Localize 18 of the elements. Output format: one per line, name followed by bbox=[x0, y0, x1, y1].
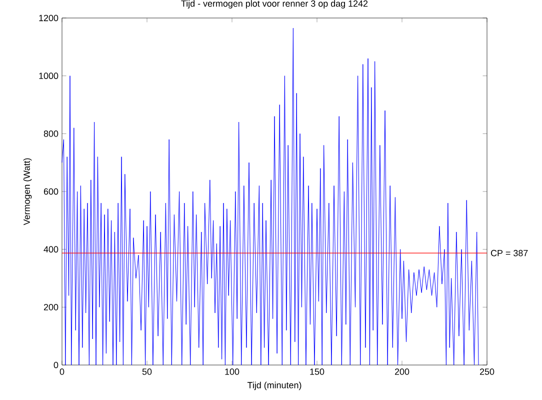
y-tick-label: 0 bbox=[54, 362, 58, 368]
x-tick-label: 150 bbox=[310, 368, 324, 375]
y-axis-title: Vermogen (Watt) bbox=[23, 158, 32, 226]
y-tick-label: 600 bbox=[44, 188, 58, 195]
x-tick-label: 0 bbox=[60, 368, 64, 375]
x-tick-label: 50 bbox=[142, 368, 152, 375]
y-tick-label: 1000 bbox=[39, 72, 58, 80]
y-tick-label: 400 bbox=[44, 246, 58, 253]
y-tick-label: 1200 bbox=[39, 14, 58, 22]
line-series bbox=[62, 28, 479, 366]
x-tick-label: 200 bbox=[394, 368, 410, 375]
x-tick-label: 250 bbox=[480, 368, 494, 375]
ref-line-label: CP = 387 bbox=[490, 250, 528, 256]
y-tick-label: 800 bbox=[44, 130, 58, 137]
chart-title: Tijd - vermogen plot voor renner 3 op dag 1242 bbox=[181, 0, 368, 8]
x-tick-label: 100 bbox=[225, 368, 240, 375]
x-axis-title: Tijd (minuten) bbox=[247, 382, 302, 390]
y-tick-label: 200 bbox=[44, 304, 58, 310]
